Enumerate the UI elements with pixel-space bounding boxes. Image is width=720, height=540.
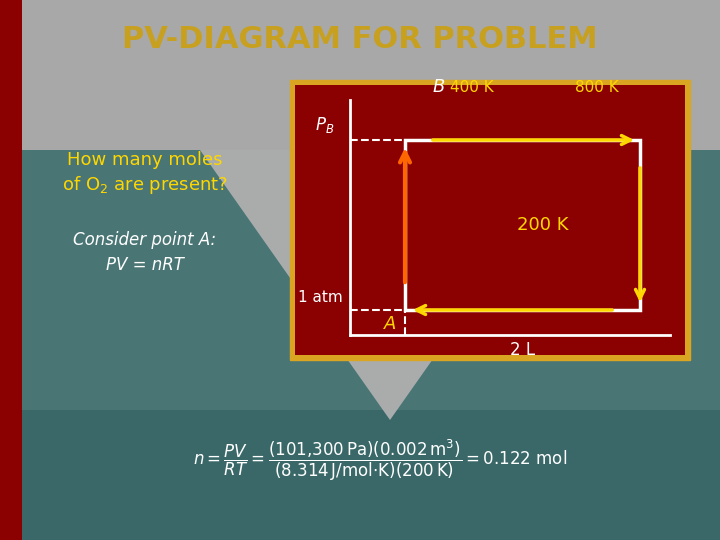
Bar [295, 85, 685, 355]
Bar [0, 0, 22, 540]
Text: Consider point A:: Consider point A: [73, 231, 217, 249]
Text: 800 K: 800 K [575, 79, 618, 94]
Text: of O$_2$ are present?: of O$_2$ are present? [62, 174, 228, 196]
Text: $\mathit{B}$: $\mathit{B}$ [432, 78, 445, 96]
Text: $P_B$: $P_B$ [315, 115, 335, 135]
Text: $\mathit{A}$: $\mathit{A}$ [383, 315, 397, 333]
Text: PV-DIAGRAM FOR PROBLEM: PV-DIAGRAM FOR PROBLEM [122, 25, 598, 55]
Text: $n = \dfrac{PV}{RT} = \dfrac{(101{,}300\,\mathrm{Pa})(0.002\,\mathrm{m}^3)}{(8.3: $n = \dfrac{PV}{RT} = \dfrac{(101{,}300\… [193, 437, 567, 483]
Text: PV = nRT: PV = nRT [106, 256, 184, 274]
Text: 1 atm: 1 atm [297, 290, 343, 305]
Bar [0, 410, 720, 540]
Bar [290, 80, 690, 360]
Text: How many moles: How many moles [67, 151, 222, 169]
Polygon shape [0, 0, 720, 230]
Text: 400 K: 400 K [450, 79, 494, 94]
Text: 2 L: 2 L [510, 341, 535, 359]
Text: 200 K: 200 K [517, 216, 568, 234]
Polygon shape [200, 150, 580, 420]
Bar [405, 140, 640, 310]
